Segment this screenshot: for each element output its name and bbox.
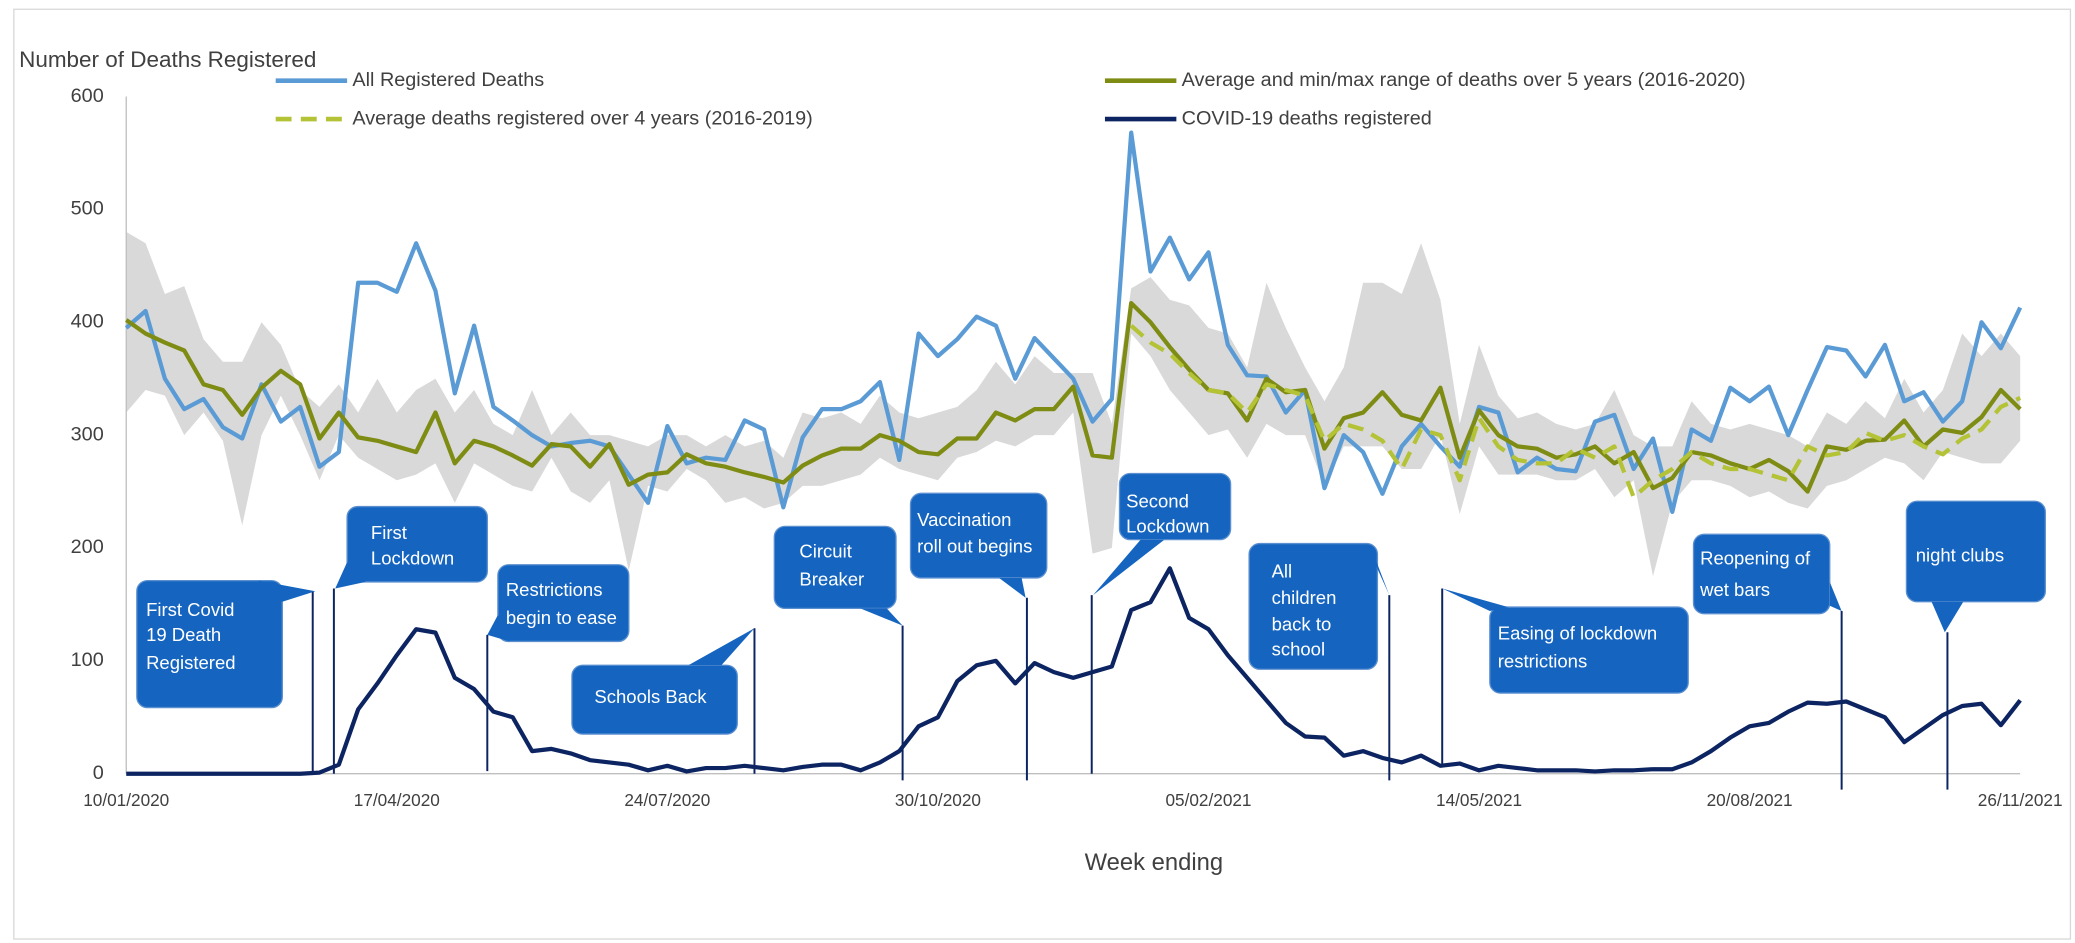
y-tick-label: 0 [93,762,104,784]
annotation: Restrictions begin to ease [486,564,630,772]
annotation-text: back to [1272,613,1332,634]
x-tick-label: 26/11/2021 [1978,790,2063,810]
y-axis-title: Number of Deaths Registered [19,47,316,72]
annotation-text: children [1272,587,1337,608]
annotation-text: Registered [146,652,235,673]
annotation-text: First [371,522,407,543]
annotation: Second Lockdown [1090,472,1232,774]
annotation-tail [1093,539,1165,596]
annotation-tail [1442,588,1509,612]
y-tick-label: 500 [71,198,104,220]
annotation-box [909,492,1048,579]
annotation-text: school [1272,639,1325,660]
annotation-box [136,579,283,709]
annotation-text: night clubs [1916,545,2004,566]
x-tick-label: 14/05/2021 [1436,790,1522,810]
annotation-box [773,525,897,610]
annotation: Easing of lockdown restrictions [1441,588,1689,768]
annotation-tail [1931,601,1964,633]
annotation: Circuit Breaker [773,525,904,781]
annotation-text: Second [1126,490,1189,511]
annotation: night clubs [1905,500,2046,790]
y-tick-label: 300 [71,423,104,445]
annotation-text: Breaker [799,569,864,590]
series-line [125,300,2022,494]
x-tick-label: 24/07/2020 [624,790,710,810]
x-tick-label: 20/08/2021 [1707,790,1793,810]
legend-label: Average deaths registered over 4 years (… [352,107,812,129]
annotation-text: Lockdown [371,547,454,568]
x-tick-label: 17/04/2020 [354,790,440,810]
annotation-text: Vaccination [917,509,1011,530]
annotation-text: 19 Death [146,624,221,645]
annotation-tail [335,562,366,589]
annotation: Reopening of wet bars [1692,533,1843,790]
annotation-box [1905,500,2046,603]
legend-label: COVID-19 deaths registered [1182,107,1432,129]
series-line [124,130,2023,514]
annotation-tail [860,608,903,626]
annotation-tail [258,580,316,602]
annotation-tail [1369,543,1390,596]
annotation-text: All [1272,561,1293,582]
annotation-text: Reopening of [1700,547,1811,568]
annotation-text: First Covid [146,599,234,620]
annotation-text: begin to ease [506,607,617,628]
y-tick-label: 200 [71,536,104,558]
annotation-text: restrictions [1498,651,1587,672]
y-tick-label: 600 [71,85,104,107]
x-tick-label: 10/01/2020 [83,790,169,810]
annotation-tail [487,615,510,642]
annotation-box [497,564,630,643]
annotation-box [1692,533,1831,615]
range-band [126,231,2021,577]
annotation-text: roll out begins [917,535,1032,556]
annotation-box [1118,472,1232,541]
y-tick-label: 400 [71,311,104,333]
annotation-text: wet bars [1699,579,1770,600]
legend-label: Average and min/max range of deaths over… [1182,69,1746,91]
annotation-text: Restrictions [506,579,603,600]
annotation: First Covid 19 Death Registered [136,579,316,774]
annotation-text: Easing of lockdown [1498,623,1657,644]
annotation-text: Lockdown [1126,516,1209,537]
annotation-tail [1829,581,1842,612]
annotation: All children back to school [1248,542,1391,781]
annotation-box [346,505,488,583]
series-line [126,566,2022,776]
y-tick-label: 100 [71,649,104,671]
annotation-text: Schools Back [594,686,707,707]
annotation-box [571,664,738,735]
legend-label: All Registered Deaths [352,69,544,91]
x-axis-title: Week ending [1085,849,1223,876]
annotation: Vaccination roll out begins [909,492,1048,781]
annotation-box [1489,606,1689,694]
x-tick-label: 05/02/2021 [1165,790,1251,810]
annotation-box [1248,542,1379,670]
series-line [1129,324,2022,500]
annotation: First Lockdown [332,505,488,774]
x-tick-label: 30/10/2020 [895,790,981,810]
annotation-text: Circuit [799,541,851,562]
